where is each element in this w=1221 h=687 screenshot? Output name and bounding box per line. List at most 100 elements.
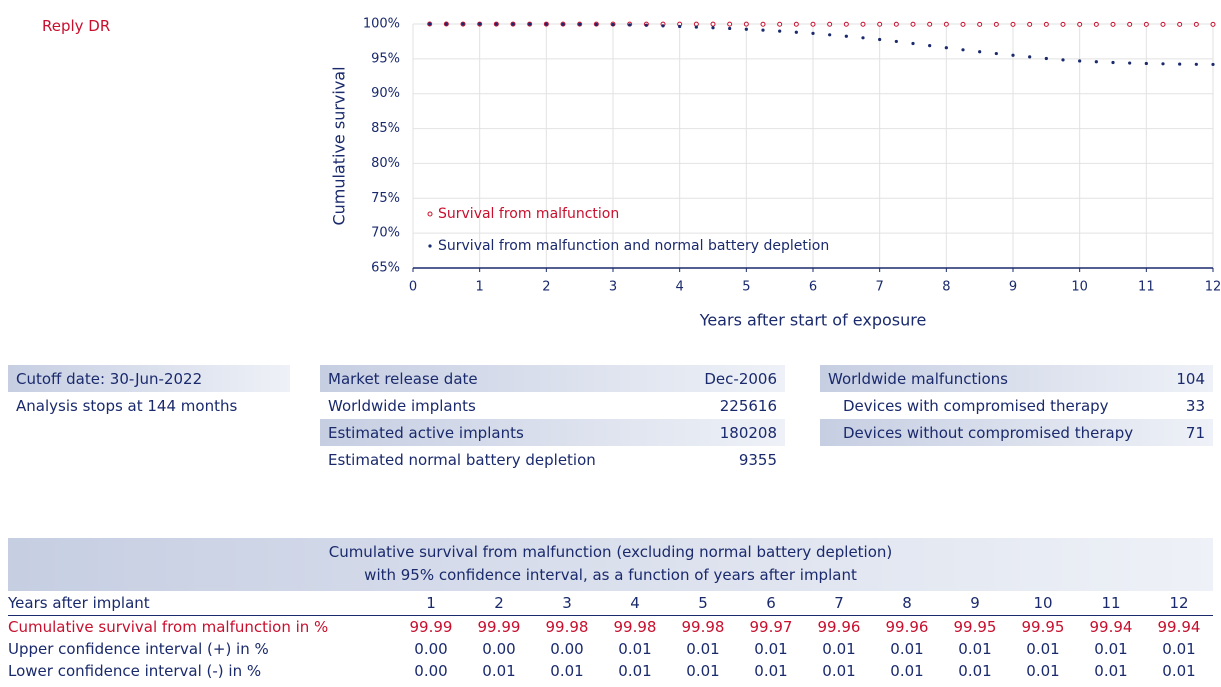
point <box>1193 21 1199 27</box>
table-cell: 0.00 <box>482 640 516 658</box>
info-row: Market release date Dec-2006 <box>320 365 785 392</box>
header-cell: 8 <box>873 591 941 616</box>
table-cell: 0.01 <box>1162 640 1196 658</box>
point <box>1127 21 1133 27</box>
point <box>977 21 983 27</box>
point <box>711 26 715 30</box>
header-cell: 6 <box>737 591 805 616</box>
table-cell: 0.01 <box>1026 640 1060 658</box>
point <box>678 24 682 29</box>
header-cell: 11 <box>1077 591 1145 616</box>
point <box>1060 21 1066 27</box>
point <box>428 22 432 26</box>
point <box>777 21 783 27</box>
point <box>861 36 865 40</box>
header-row: Years after implant 1 2 3 4 5 6 7 8 9 10 11 12 <box>8 591 1213 616</box>
x-tick-label: 2 <box>542 280 550 295</box>
point <box>1028 55 1032 59</box>
y-tick-label: 65% <box>371 261 400 276</box>
point <box>478 22 482 26</box>
point <box>993 21 999 27</box>
point <box>1110 21 1116 27</box>
point <box>578 22 582 26</box>
point <box>1043 21 1049 27</box>
info-row: Devices with compromised therapy 33 <box>820 392 1213 419</box>
table-title-line: with 95% confidence interval, as a funct… <box>364 566 857 584</box>
info-value: Dec-2006 <box>704 369 777 388</box>
table-cell: 0.01 <box>754 662 788 680</box>
point <box>1211 62 1215 67</box>
info-label: Market release date <box>328 369 478 388</box>
point <box>511 22 515 26</box>
table-cell: 0.01 <box>754 640 788 658</box>
table-cell: 0.01 <box>686 640 720 658</box>
table-cell: 99.99 <box>409 618 453 636</box>
point <box>427 211 433 217</box>
point <box>844 34 848 38</box>
point <box>1093 21 1099 27</box>
info-value: 225616 <box>719 396 777 415</box>
header-cell: 7 <box>805 591 873 616</box>
point <box>561 22 565 26</box>
header-cell: 3 <box>533 591 601 616</box>
point <box>794 30 798 34</box>
x-tick-label: 4 <box>676 280 684 295</box>
point <box>1144 61 1148 66</box>
y-axis-title: Cumulative survival <box>330 66 349 225</box>
info-label: Estimated normal battery depletion <box>328 450 596 469</box>
legend-label: Survival from malfunction <box>438 206 619 222</box>
table-cell: 99.96 <box>817 618 861 636</box>
info-row: Devices without compromised therapy 71 <box>820 419 1213 446</box>
device-title: Reply DR <box>42 17 111 35</box>
info-label: Devices without compromised therapy <box>843 423 1134 442</box>
table: Years after implant 1 2 3 4 5 6 7 8 9 10 11 12 Cumula… <box>8 591 1213 682</box>
y-tick-label: 100% <box>363 17 400 32</box>
table-cell: Lower confidence interval (-) in % <box>8 662 262 680</box>
table-cell: 99.98 <box>545 618 589 636</box>
table-cell: 0.00 <box>414 640 448 658</box>
x-axis-title: Years after start of exposure <box>699 311 927 330</box>
legend-label: Survival from malfunction and normal bat… <box>438 238 829 254</box>
table-cell: 0.00 <box>414 662 448 680</box>
point <box>1160 21 1166 27</box>
point <box>760 21 766 27</box>
point <box>1010 21 1016 27</box>
y-tick-label: 90% <box>371 86 400 101</box>
table-cell: 0.01 <box>550 662 584 680</box>
point <box>793 21 799 27</box>
table-cell: 99.97 <box>749 618 793 636</box>
y-tick-label: 75% <box>371 191 400 206</box>
table-cell: 0.01 <box>482 662 516 680</box>
point <box>461 22 465 26</box>
x-tick-label: 10 <box>1071 280 1088 295</box>
x-tick-label: 7 <box>876 280 884 295</box>
point <box>1078 59 1082 63</box>
x-tick-label: 5 <box>742 280 750 295</box>
point <box>910 21 916 27</box>
y-tick-label: 80% <box>371 156 400 171</box>
y-tick-label: 95% <box>371 51 400 66</box>
table-cell: 0.00 <box>550 640 584 658</box>
point <box>728 26 732 31</box>
table-cell: 99.95 <box>1021 618 1065 636</box>
header-cell: 12 <box>1145 591 1213 616</box>
header-cell: 1 <box>397 591 465 616</box>
implant-block: Market release date Dec-2006 Worldwide imp… <box>320 365 785 473</box>
point <box>828 33 832 37</box>
cutoff-block: Cutoff date: 30-Jun-2022 Analysis stops a… <box>8 365 290 419</box>
x-tick-label: 6 <box>809 280 817 295</box>
table-cell: 99.95 <box>953 618 997 636</box>
header-cell: 2 <box>465 591 533 616</box>
x-tick-label: 11 <box>1138 280 1155 295</box>
point <box>811 31 815 36</box>
chart: 65%70%75%80%85%90%95%100%0 1 2 3 4 5 6 7 8 9 10 11 1… <box>330 17 1221 330</box>
x-tick-label: 9 <box>1009 280 1017 295</box>
point <box>893 21 899 27</box>
point <box>611 22 615 27</box>
point <box>710 21 716 27</box>
y-tick-label: 85% <box>371 121 400 136</box>
table-cell: 0.01 <box>822 640 856 658</box>
info-text: Analysis stops at 144 months <box>16 396 238 415</box>
point <box>961 48 965 52</box>
